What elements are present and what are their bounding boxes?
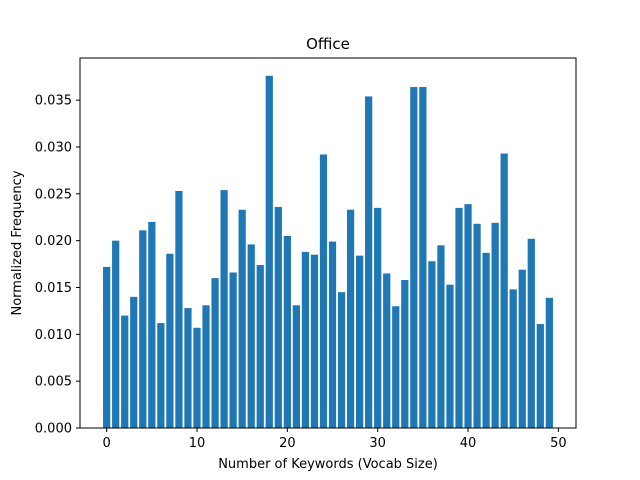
bar-14: [229, 272, 237, 428]
y-tick-label: 0.035: [35, 94, 72, 109]
bar-20: [283, 235, 291, 428]
bar-29: [365, 96, 373, 428]
bar-33: [401, 280, 409, 428]
bar-40: [464, 204, 472, 428]
bar-3: [130, 296, 138, 428]
bar-31: [383, 273, 391, 428]
y-tick-label: 0.020: [35, 234, 72, 249]
bar-24: [319, 154, 328, 429]
bar-37: [437, 245, 445, 428]
bar-43: [491, 222, 499, 428]
bar-11: [202, 305, 210, 428]
bar-23: [310, 254, 319, 428]
bar-47: [527, 238, 535, 428]
y-tick-label: 0.000: [35, 422, 72, 437]
bar-10: [193, 327, 201, 428]
bar-28: [356, 255, 364, 428]
bar-48: [536, 324, 544, 428]
bar-21: [292, 305, 300, 428]
bar-46: [518, 269, 526, 428]
bar-38: [446, 284, 454, 428]
x-tick-label: 10: [189, 436, 206, 451]
y-axis-label: Normalized Frequency: [10, 170, 25, 315]
bar-35: [419, 87, 427, 428]
chart-title: Office: [306, 35, 350, 53]
y-tick-label: 0.005: [35, 375, 72, 390]
bar-30: [374, 207, 382, 428]
bar-9: [184, 308, 192, 428]
bar-25: [328, 241, 337, 428]
bar-8: [175, 191, 183, 428]
bar-39: [455, 207, 463, 428]
x-axis-label: Number of Keywords (Vocab Size): [218, 457, 438, 472]
bar-17: [256, 265, 264, 428]
bar-5: [148, 221, 156, 428]
bar-16: [247, 244, 255, 428]
bar-45: [509, 289, 517, 428]
bar-41: [473, 223, 481, 428]
plot-frame: [79, 57, 577, 429]
y-tick-label: 0.025: [35, 187, 72, 202]
x-tick-label: 20: [279, 436, 296, 451]
y-tick-label: 0.030: [35, 140, 72, 155]
y-axis-ticks: 0.000 0.005 0.010 0.015 0.020 0.025 0.030 0.035: [35, 94, 80, 437]
bar-7: [166, 253, 174, 428]
bar-18: [265, 75, 273, 429]
bar-27: [346, 209, 355, 428]
x-axis-ticks: 0 10 20 30 40 50: [103, 428, 567, 451]
bar-1: [112, 240, 120, 428]
bar-44: [500, 153, 508, 429]
x-tick-label: 50: [550, 436, 567, 451]
bar-42: [482, 252, 490, 428]
bar-12: [211, 278, 219, 428]
bar-2: [121, 315, 129, 428]
bar-22: [301, 251, 310, 428]
y-tick-label: 0.010: [35, 328, 72, 343]
bar-32: [392, 306, 400, 428]
x-tick-label: 0: [103, 436, 111, 451]
bar-6: [157, 323, 165, 428]
bar-19: [274, 206, 282, 428]
bars-group: [103, 75, 553, 429]
bar-34: [410, 87, 418, 428]
y-tick-label: 0.015: [35, 281, 72, 296]
bar-0: [103, 266, 111, 428]
bar-49: [545, 297, 553, 428]
bar-26: [337, 292, 346, 428]
bar-4: [139, 230, 147, 428]
bar-36: [428, 261, 436, 428]
x-tick-label: 40: [460, 436, 477, 451]
bar-15: [238, 209, 246, 428]
bar-13: [220, 190, 228, 428]
x-tick-label: 30: [369, 436, 386, 451]
